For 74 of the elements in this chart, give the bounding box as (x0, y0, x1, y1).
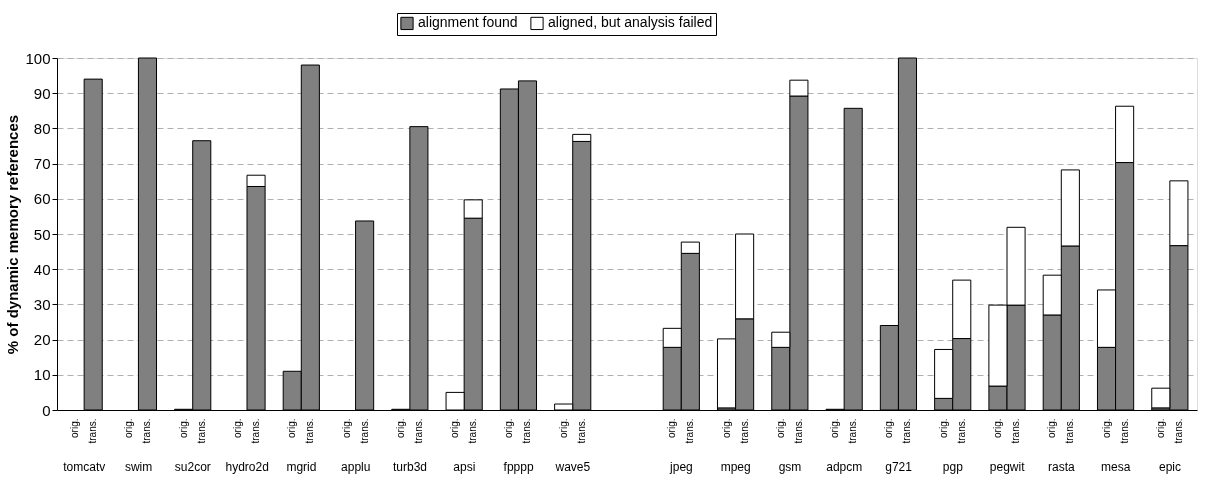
text: pgp (942, 460, 964, 474)
x-tick-label: orig. (123, 418, 135, 438)
text: adpcm (826, 460, 863, 474)
text: pegwit (989, 460, 1026, 474)
y-tick-label: 0 (42, 401, 51, 419)
text: apsi (453, 460, 476, 474)
x-tick-label: orig. (231, 418, 243, 438)
x-tick-label: orig. (1154, 418, 1166, 438)
x-tick-label: orig. (503, 418, 515, 438)
x-tick-label: orig. (666, 418, 678, 438)
x-tick-label: trans. (901, 418, 913, 444)
x-tick-label: trans. (1118, 418, 1130, 444)
text: tomcatv (63, 460, 106, 474)
x-tick-label: trans. (1010, 418, 1022, 444)
text: applu (341, 460, 371, 474)
x-tick-label: orig. (449, 418, 461, 438)
x-tick-label: trans. (195, 418, 207, 444)
x-tick-label: trans. (304, 418, 316, 444)
y-tick-label: 20 (33, 331, 51, 349)
x-tick-label: orig. (69, 418, 81, 438)
legend-label: alignment found (418, 14, 518, 31)
x-tick-label: orig. (883, 418, 895, 438)
x-tick-label: trans. (521, 418, 533, 444)
x-tick-label: orig. (557, 418, 569, 438)
text: mgrid (286, 460, 317, 474)
x-tick-label: orig. (177, 418, 189, 438)
y-tick-label: 30 (33, 295, 51, 313)
text: mpeg (720, 460, 751, 474)
text: turb3d (392, 460, 428, 474)
x-tick-label: orig. (340, 418, 352, 438)
y-tick-label: 100 (25, 49, 51, 67)
x-tick-label: trans. (87, 418, 99, 444)
x-tick-label: trans. (141, 418, 153, 444)
x-tick-label: orig. (394, 418, 406, 438)
x-tick-label: orig. (991, 418, 1003, 438)
x-tick-label: orig. (720, 418, 732, 438)
y-tick-label: 80 (33, 119, 51, 137)
x-tick-label: orig. (937, 418, 949, 438)
x-tick-label: trans. (792, 418, 804, 444)
x-tick-label: trans. (847, 418, 859, 444)
y-tick-label: 70 (33, 155, 51, 173)
legend-label: aligned, but analysis failed (548, 14, 713, 31)
x-tick-label: trans. (684, 418, 696, 444)
text: mesa (1101, 460, 1131, 474)
y-tick-label: 90 (33, 84, 51, 102)
y-tick-label: 40 (33, 260, 51, 278)
x-tick-label: trans. (358, 418, 370, 444)
text: wave5 (554, 460, 591, 474)
text: g721 (885, 460, 913, 474)
x-tick-label: trans. (1172, 418, 1184, 444)
x-tick-label: trans. (955, 418, 967, 444)
text: swim (124, 460, 153, 474)
x-tick-label: trans. (250, 418, 262, 444)
text: jpeg (669, 460, 693, 474)
y-tick-label: 10 (33, 366, 51, 384)
text: epic (1159, 460, 1182, 474)
text: rasta (1048, 460, 1076, 474)
x-tick-label: orig. (829, 418, 841, 438)
text: su2cor (174, 460, 211, 474)
text: gsm (778, 460, 802, 474)
text: hydro2d (225, 460, 269, 474)
x-tick-label: trans. (575, 418, 587, 444)
y-axis-title: % of dynamic memory references (4, 114, 22, 355)
x-tick-label: orig. (1046, 418, 1058, 438)
x-tick-label: trans. (738, 418, 750, 444)
y-tick-label: 60 (33, 190, 51, 208)
x-tick-label: orig. (1100, 418, 1112, 438)
x-tick-label: trans. (412, 418, 424, 444)
x-tick-label: orig. (286, 418, 298, 438)
text: fpppp (503, 460, 534, 474)
x-tick-label: trans. (467, 418, 479, 444)
x-tick-label: orig. (774, 418, 786, 438)
x-tick-label: trans. (1064, 418, 1076, 444)
y-tick-label: 50 (33, 225, 51, 243)
